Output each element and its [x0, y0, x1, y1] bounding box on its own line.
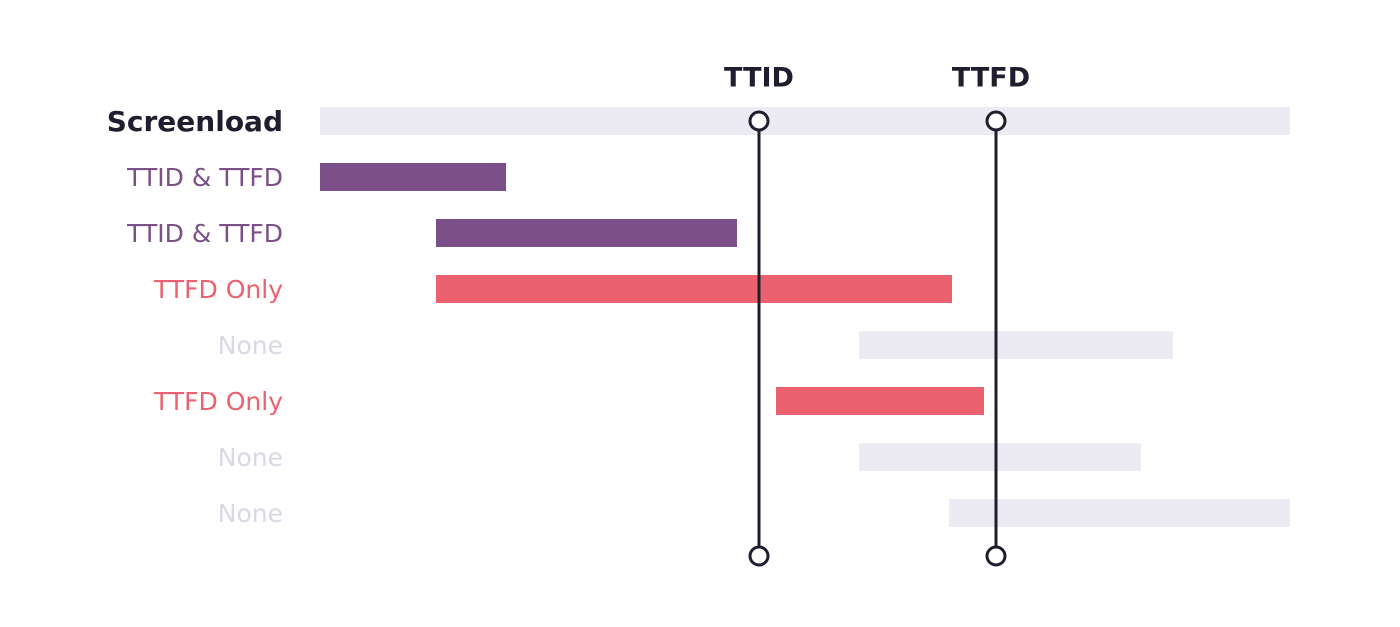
bar	[436, 219, 737, 247]
bar	[859, 331, 1173, 359]
row-label: None	[218, 331, 283, 360]
row-labels: Screenload TTID & TTFD TTID & TTFD TTFD …	[107, 105, 283, 528]
marker-ttid: TTID	[724, 63, 794, 567]
bar	[320, 163, 506, 191]
row-label: TTFD Only	[153, 275, 283, 304]
marker-label: TTFD	[952, 63, 1030, 94]
marker-pin	[748, 545, 770, 567]
bar	[859, 443, 1141, 471]
marker-pin	[985, 110, 1007, 132]
bar	[320, 107, 1290, 135]
marker-pin	[985, 545, 1007, 567]
row-label: Screenload	[107, 105, 283, 138]
bar	[949, 499, 1290, 527]
row-label: TTID & TTFD	[126, 163, 283, 192]
row-label: TTFD Only	[153, 387, 283, 416]
marker-label: TTID	[724, 63, 794, 94]
row-label: TTID & TTFD	[126, 219, 283, 248]
bars	[320, 107, 1290, 527]
row-label: None	[218, 499, 283, 528]
bar	[776, 387, 984, 415]
marker-ttfd: TTFD	[952, 63, 1030, 567]
marker-pin	[748, 110, 770, 132]
bar	[436, 275, 952, 303]
row-label: None	[218, 443, 283, 472]
